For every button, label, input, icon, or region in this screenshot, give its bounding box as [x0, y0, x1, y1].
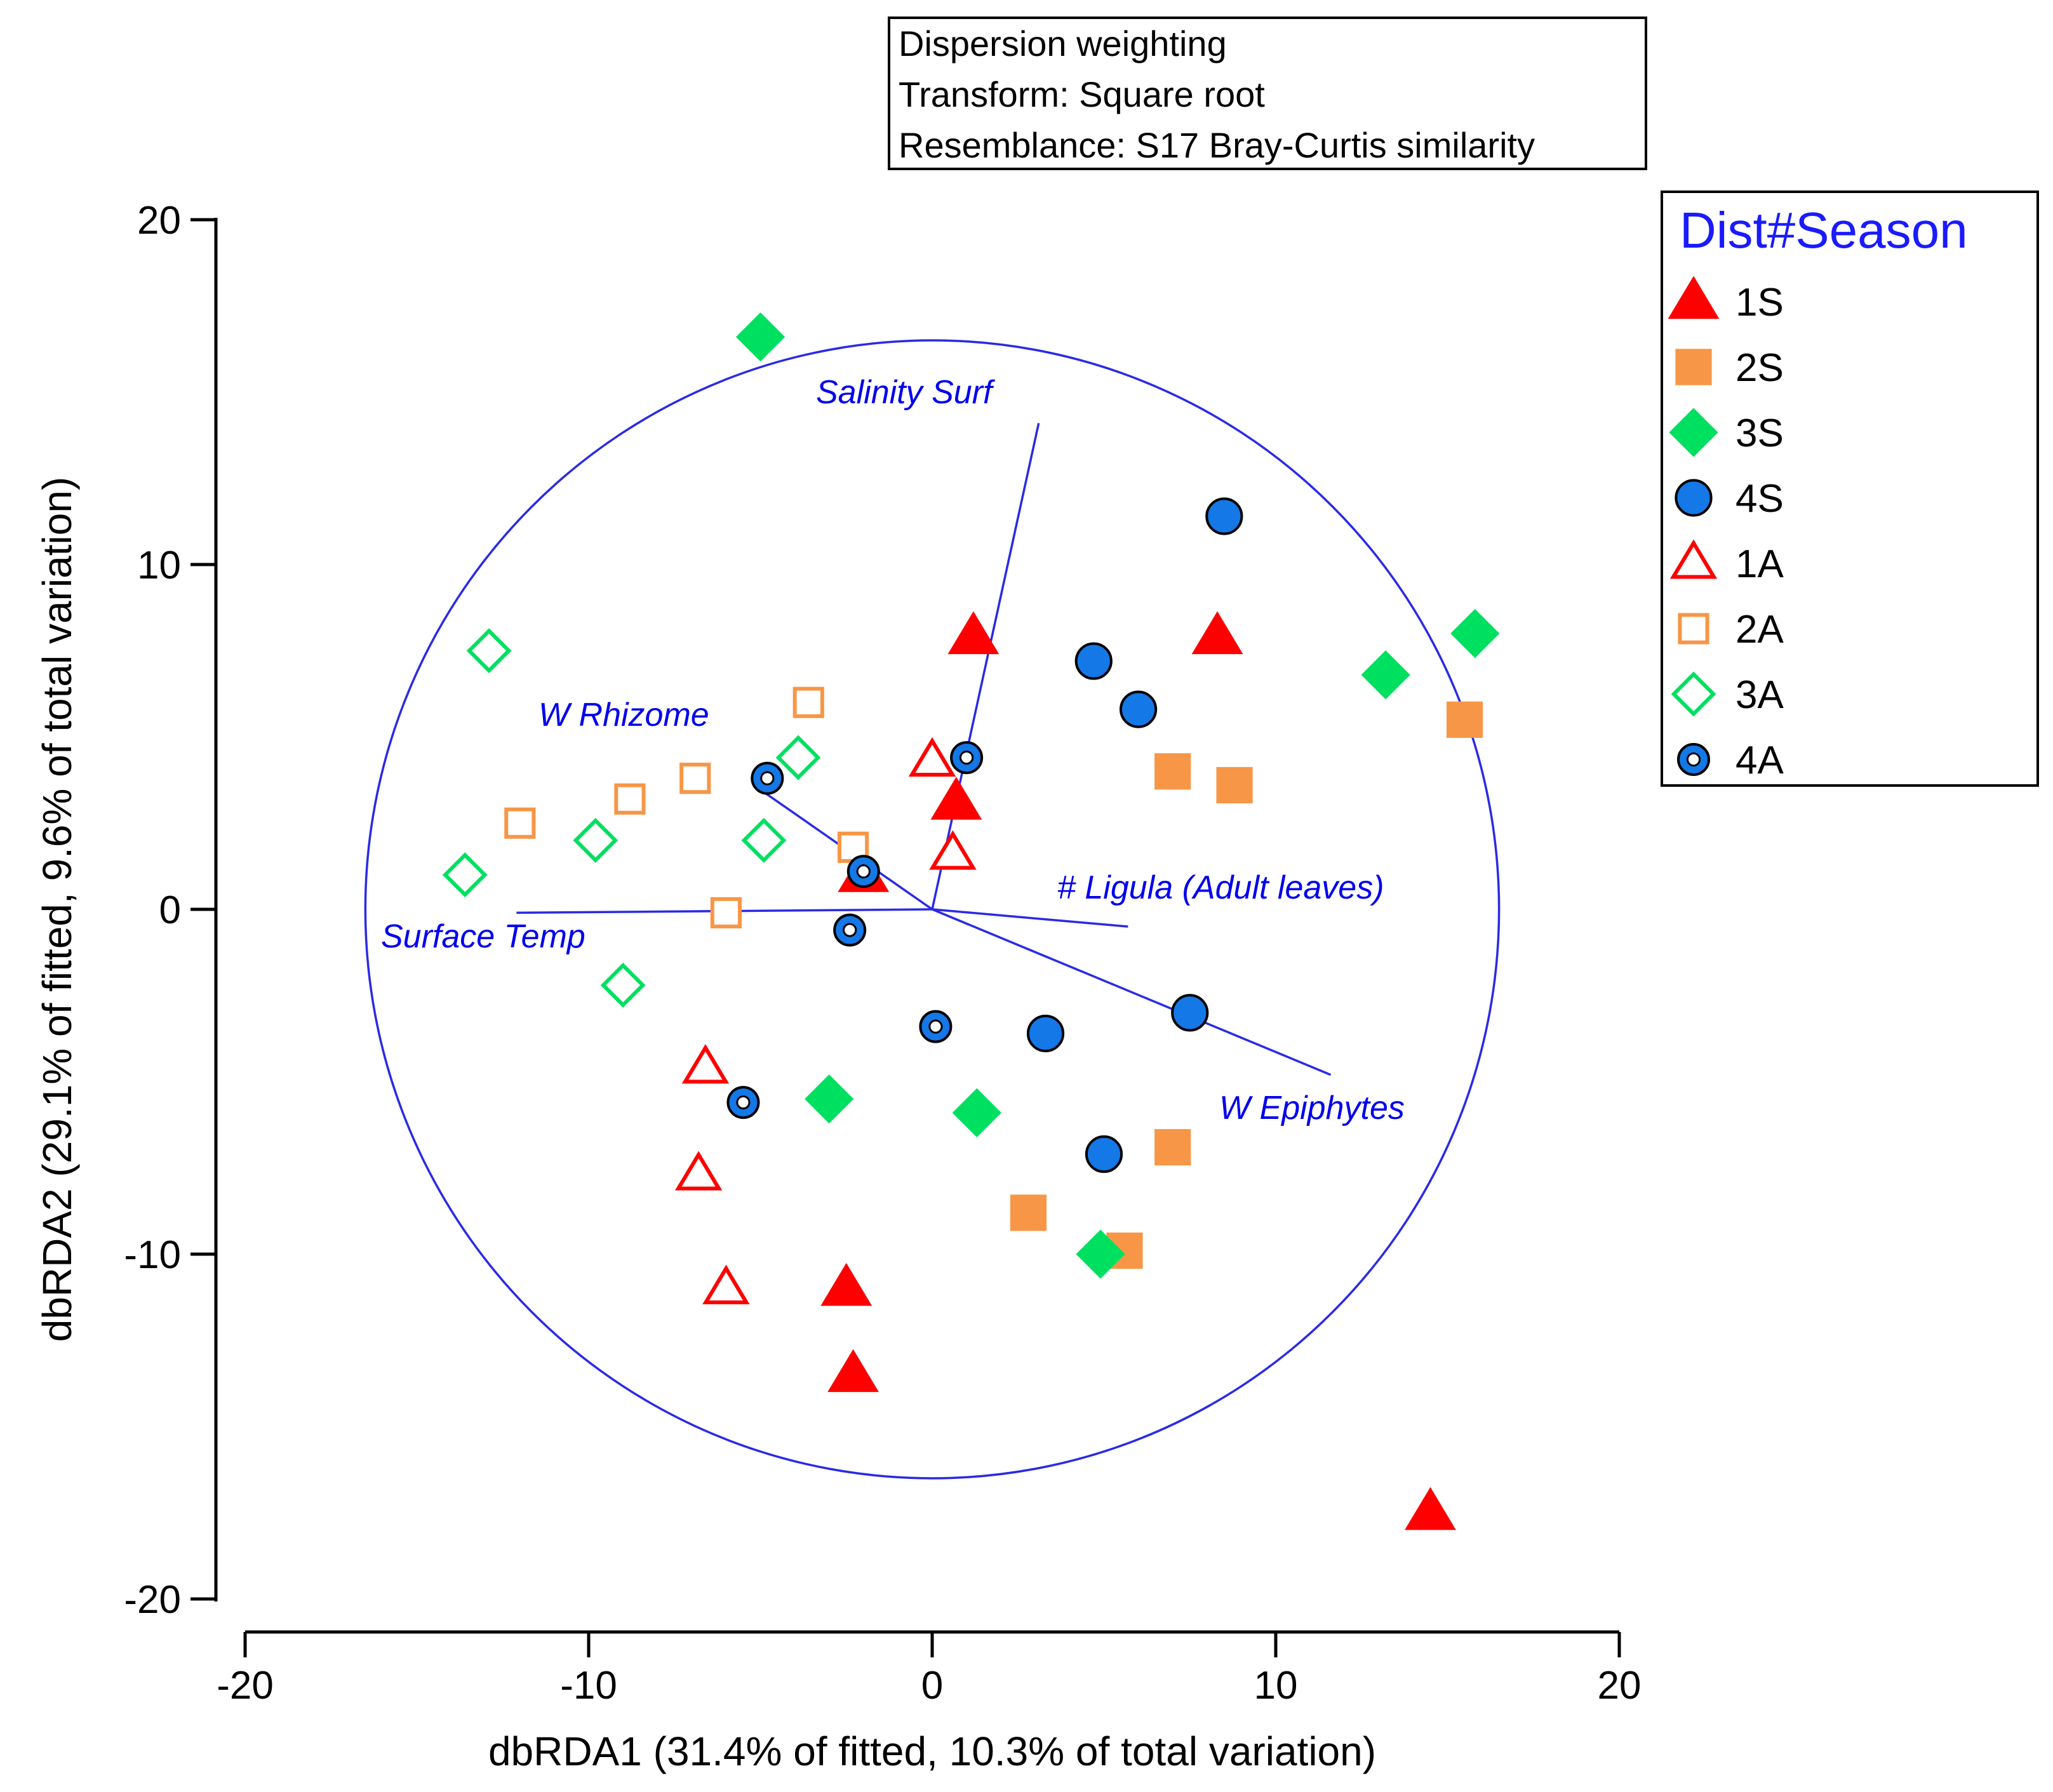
point-4s [1026, 1014, 1065, 1053]
point-3a [775, 735, 821, 780]
point-3a [442, 852, 488, 898]
point-2s [1446, 701, 1483, 738]
x-tick-label: -20 [217, 1664, 274, 1708]
point-3a [573, 817, 619, 863]
info-line-3: Resemblance: S17 Bray-Curtis similarity [899, 125, 1535, 165]
point-3s [952, 1088, 1001, 1137]
correlation-circle [364, 339, 1501, 1480]
vector-label-w-rhizome: W Rhizome [538, 697, 709, 733]
point-1s [820, 1262, 873, 1306]
x-tick-label: 0 [921, 1664, 943, 1708]
point-2a [679, 763, 711, 794]
point-1s [1191, 611, 1243, 655]
point-4s [1085, 1135, 1123, 1173]
point-3s [805, 1074, 854, 1124]
legend-label-3a: 3A [1735, 673, 1784, 717]
vector-line [931, 422, 1040, 910]
point-4s [1074, 642, 1113, 680]
points-layer [442, 312, 1500, 1530]
x-tick-label: 10 [1254, 1664, 1298, 1708]
y-tick-label: -10 [124, 1233, 181, 1277]
point-2a [792, 686, 824, 718]
vector-line [932, 908, 1332, 1076]
y-tick-label: 20 [137, 199, 181, 243]
legend-label-1s: 1S [1735, 281, 1784, 324]
legend-label-1a: 1A [1735, 542, 1784, 586]
x-tick-label: 20 [1598, 1664, 1642, 1708]
vector-line [932, 908, 1128, 928]
legend-frame [1661, 191, 2039, 787]
point-4a [846, 855, 880, 888]
y-axis-title: dbRDA2 (29.1% of fitted, 9.6% of total v… [34, 477, 80, 1342]
info-line-2: Transform: Square root [899, 74, 1265, 114]
x-ticks: -20 -10 0 10 20 [217, 1632, 1641, 1708]
legend-marker-3s [1669, 408, 1718, 457]
info-line-1: Dispersion weighting [899, 23, 1227, 64]
legend-label-4a: 4A [1735, 739, 1784, 782]
legend-label-3s: 3S [1735, 411, 1784, 455]
legend-marker-4a [1677, 743, 1710, 776]
point-1s [947, 611, 1000, 655]
point-1s [1405, 1487, 1456, 1530]
vector-label-ligula: # Ligula (Adult leaves) [1057, 869, 1384, 906]
point-3s [1450, 608, 1500, 659]
point-3a [600, 963, 646, 1008]
y-ticks: 20 10 0 -10 -20 [124, 199, 216, 1622]
legend-marker-2s [1675, 349, 1712, 385]
y-tick-label: 0 [159, 888, 181, 932]
vector-label-surface-temp: Surface Temp [381, 918, 585, 955]
info-box-frame [888, 17, 1647, 170]
vector-label-salinity-surf: Salinity Surf [816, 374, 995, 411]
axes: 20 10 0 -10 -20 -20 -10 0 10 20 dbRDA1 (31.4% of… [34, 199, 1641, 1774]
point-2a [504, 807, 536, 839]
point-2s [1216, 766, 1253, 804]
legend-label-2s: 2S [1735, 346, 1784, 390]
point-1a [702, 1264, 750, 1304]
point-1a [908, 737, 956, 777]
point-2a [710, 897, 742, 929]
point-4a [726, 1086, 760, 1120]
legend-label-4s: 4S [1735, 477, 1784, 521]
point-3s [735, 312, 786, 362]
point-1a [681, 1044, 730, 1084]
point-4s [1120, 690, 1158, 728]
point-3s [1361, 650, 1410, 700]
point-1s [827, 1349, 879, 1393]
point-3a [466, 628, 512, 674]
legend: Dist#Season 1S 2S 3S 4S 1A 2A 3A 4A [1661, 191, 2039, 787]
legend-marker-4s [1675, 479, 1713, 517]
point-2s [1154, 1129, 1191, 1166]
legend-title: Dist#Season [1680, 202, 1968, 258]
point-4a [950, 741, 984, 775]
point-3a [741, 817, 787, 863]
point-4a [751, 761, 784, 795]
point-2s [1154, 753, 1191, 790]
point-4a [833, 913, 867, 947]
y-tick-label: -20 [124, 1578, 181, 1622]
point-1s [930, 777, 982, 820]
legend-label-2a: 2A [1735, 608, 1784, 652]
x-axis-title: dbRDA1 (31.4% of fitted, 10.3% of total … [488, 1728, 1376, 1774]
legend-items: 1S 2S 3S 4S 1A 2A 3A 4A [1668, 276, 1784, 782]
point-2s [1010, 1194, 1047, 1231]
legend-marker-1s [1668, 276, 1720, 319]
legend-marker-3a [1671, 671, 1716, 717]
point-4s [1205, 497, 1243, 535]
point-4a [919, 1010, 953, 1043]
legend-marker-1a [1669, 539, 1718, 579]
point-1a [929, 830, 977, 870]
y-tick-label: 10 [137, 544, 181, 587]
correlation-circle-layer [364, 339, 1501, 1480]
point-1a [674, 1151, 723, 1191]
point-4s [1171, 994, 1209, 1032]
vector-labels: Salinity Surf W Rhizome # Ligula (Adult … [381, 374, 1405, 1127]
point-3s [1076, 1229, 1125, 1279]
point-2a [614, 783, 646, 815]
vector-label-w-epiphytes: W Epiphytes [1219, 1090, 1405, 1127]
info-box: Dispersion weighting Transform: Square r… [888, 17, 1647, 170]
x-tick-label: -10 [560, 1664, 617, 1708]
legend-marker-2a [1678, 613, 1709, 645]
